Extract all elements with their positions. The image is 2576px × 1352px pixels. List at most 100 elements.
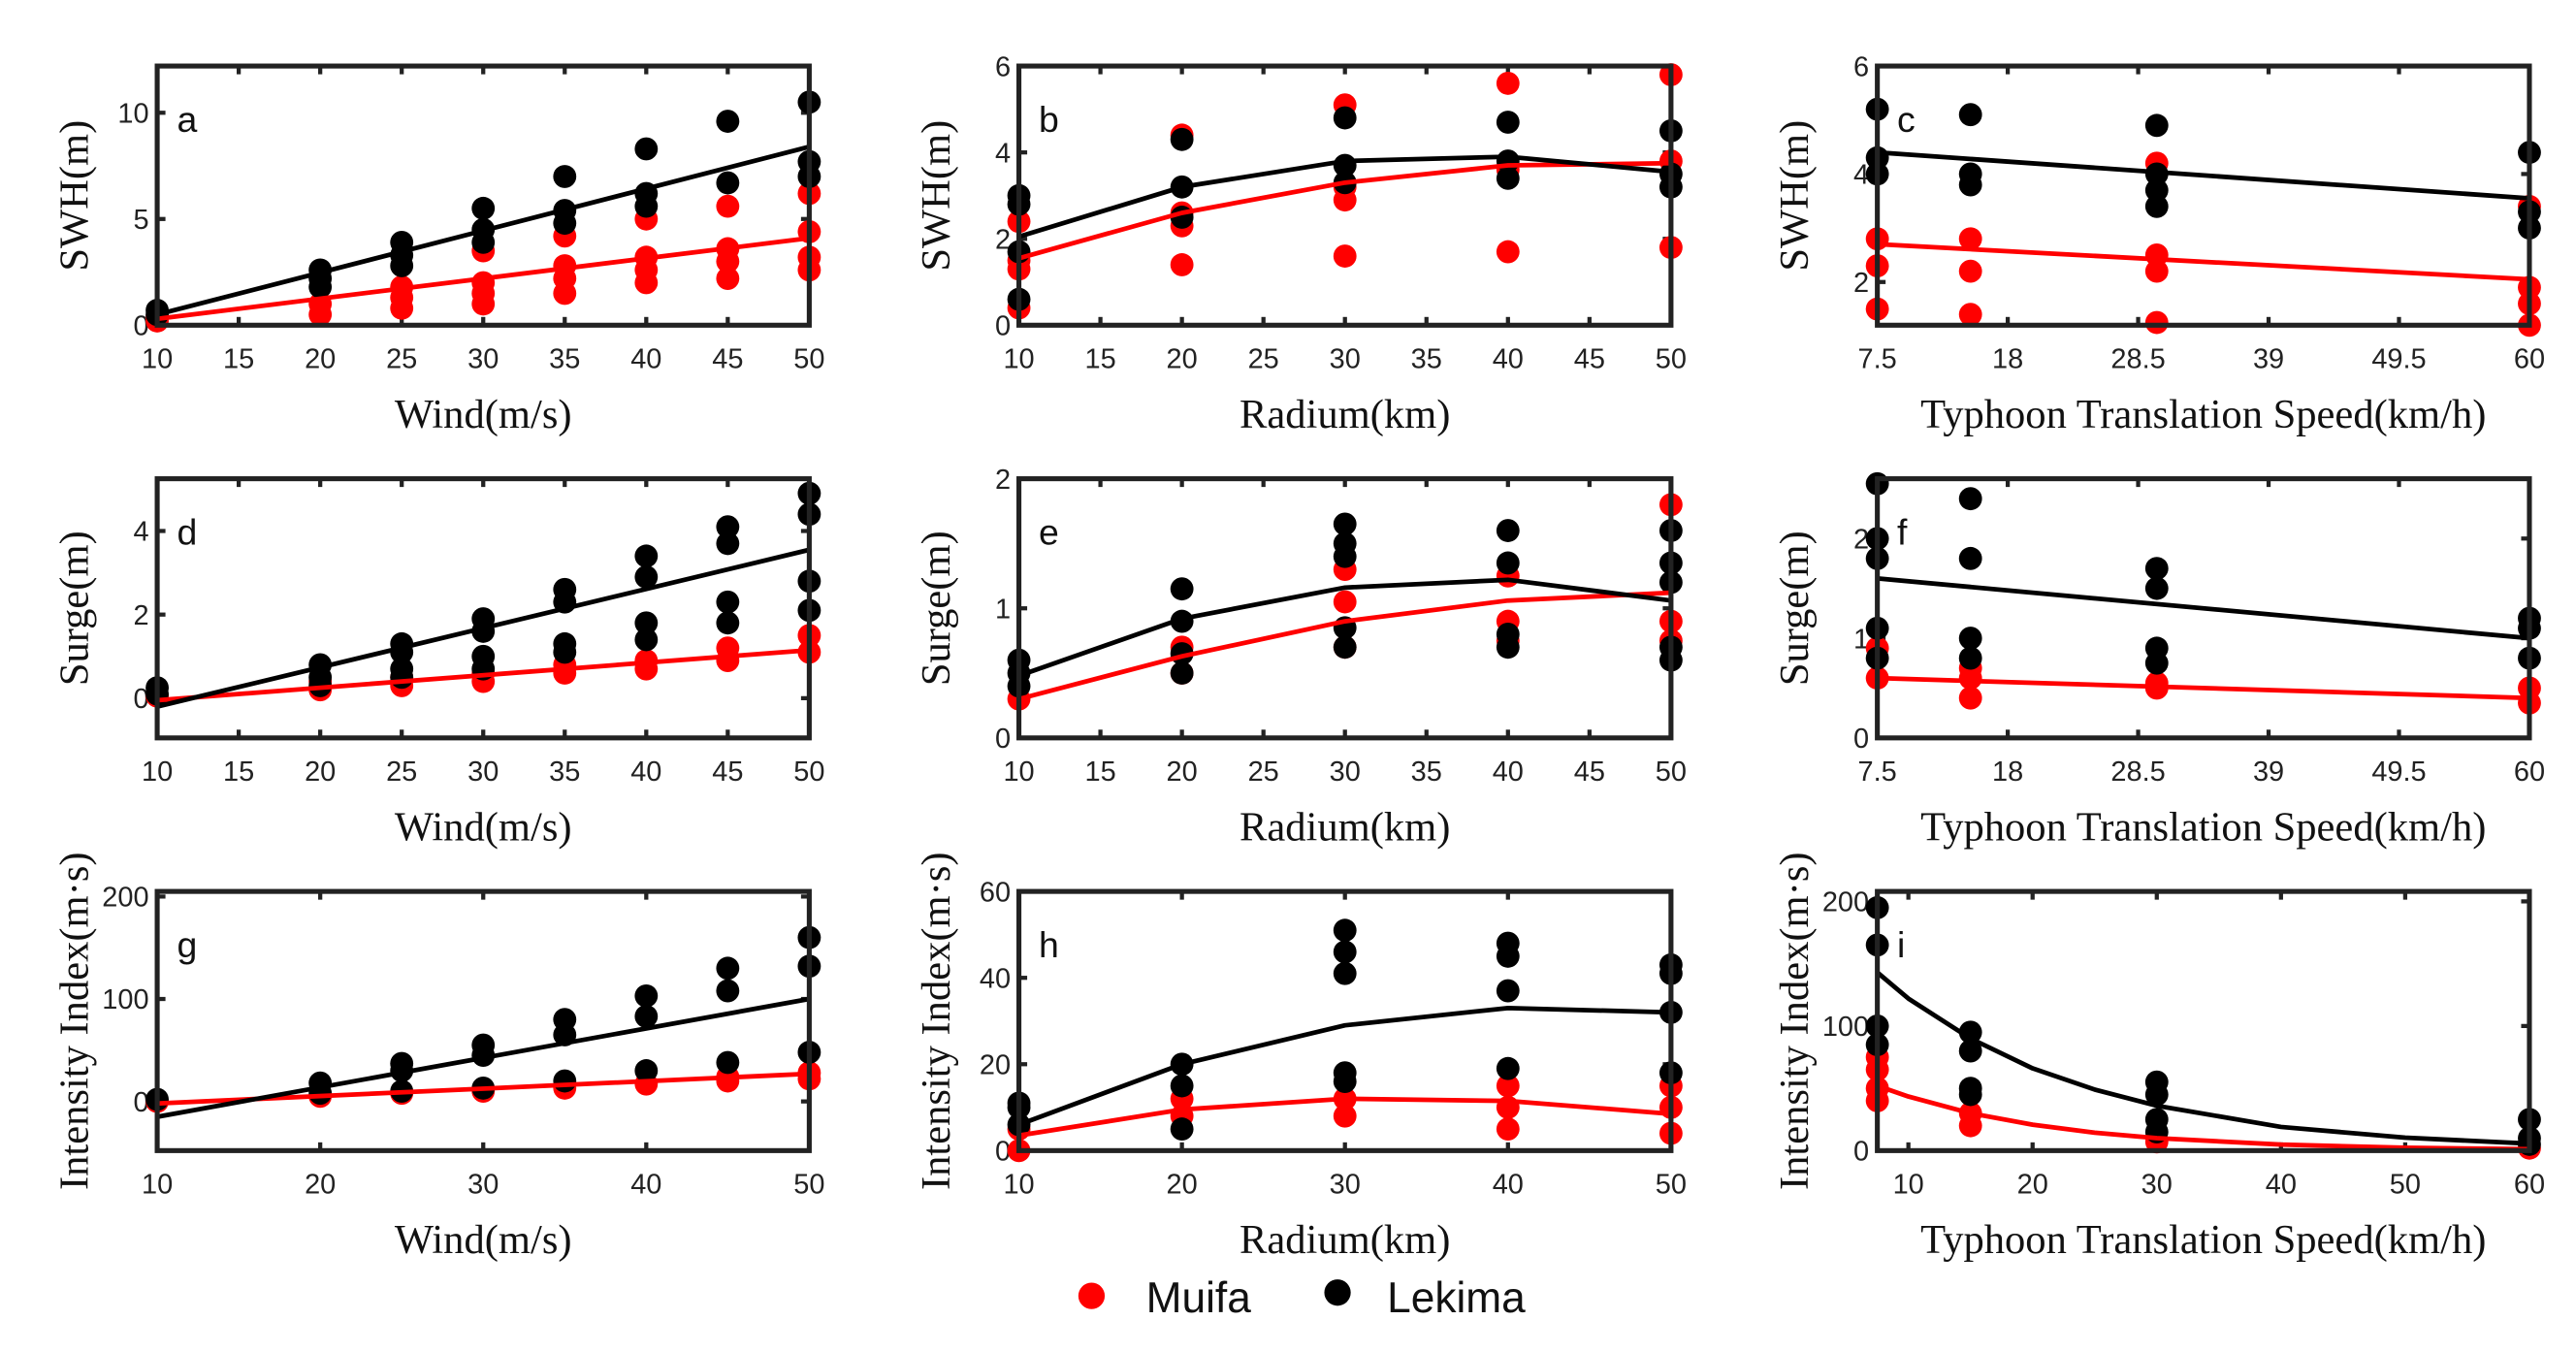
x-tick-label: 7.5	[1858, 756, 1897, 788]
x-axis-label: Wind(m/s)	[395, 1217, 572, 1263]
fit-line-muifa	[1017, 590, 1671, 702]
x-axis-label: Typhoon Translation Speed(km/h)	[1920, 392, 2486, 437]
point-lekima	[1496, 1056, 1520, 1080]
point-lekima	[716, 1050, 740, 1075]
point-muifa	[716, 267, 740, 291]
x-tick-label: 20	[1167, 1170, 1198, 1201]
point-lekima	[2144, 113, 2169, 138]
point-lekima	[634, 564, 659, 589]
x-tick-label: 45	[712, 756, 743, 788]
x-tick-label: 20	[1167, 756, 1198, 788]
x-tick-label: 50	[2390, 1170, 2421, 1201]
x-axis-label: Radium(km)	[1240, 392, 1450, 437]
fit-line-lekima	[156, 996, 810, 1119]
x-tick-label: 35	[1411, 344, 1442, 375]
y-tick-label: 200	[1822, 887, 1869, 918]
point-muifa	[1958, 686, 1982, 710]
x-tick-label: 40	[1493, 344, 1524, 375]
point-lekima	[1333, 635, 1357, 660]
point-muifa	[1958, 303, 1982, 327]
point-muifa	[1496, 240, 1520, 264]
point-muifa	[1496, 1117, 1520, 1141]
x-tick-label: 10	[1003, 1170, 1034, 1201]
x-tick-label: 50	[1656, 1170, 1687, 1201]
plot-frame	[1875, 888, 2532, 1153]
x-tick-label: 49.5	[2371, 344, 2426, 375]
x-axis-label: Radium(km)	[1240, 1217, 1450, 1263]
point-lekima	[1958, 162, 1982, 186]
y-tick-label: 6	[1853, 51, 1869, 82]
point-lekima	[553, 165, 577, 188]
panel-letter: c	[1897, 99, 1916, 140]
point-lekima	[390, 657, 414, 681]
y-tick-label: 20	[980, 1049, 1011, 1080]
x-tick-label: 15	[223, 756, 254, 788]
x-tick-label: 39	[2253, 756, 2284, 788]
y-tick-label: 2	[995, 465, 1011, 496]
plot-frame	[1875, 63, 2532, 328]
point-lekima	[1170, 661, 1194, 685]
point-lekima	[1496, 149, 1520, 173]
point-lekima	[1496, 519, 1520, 542]
y-tick-label: 4	[133, 517, 148, 548]
point-muifa	[1333, 1104, 1357, 1128]
point-lekima	[2144, 636, 2169, 660]
point-lekima	[716, 531, 740, 556]
plot-frame	[1016, 63, 1674, 328]
point-muifa	[1170, 253, 1194, 276]
point-lekima	[1333, 1061, 1357, 1085]
plot-frame	[1016, 888, 1674, 1153]
x-tick-label: 20	[305, 344, 336, 375]
x-tick-label: 40	[1493, 1170, 1524, 1201]
y-tick-label: 0	[1853, 724, 1869, 755]
point-lekima	[1333, 940, 1357, 964]
fit-line-muifa	[1877, 241, 2530, 282]
panel-b: 10 15 20 25 30 35 40 45 50 0 2 4 6b Radium(km) SWH(m)	[914, 51, 1687, 437]
x-tick-label: 50	[793, 756, 824, 788]
plot-frame	[154, 476, 812, 741]
point-lekima	[1958, 487, 1982, 511]
plot-frame	[1875, 476, 2532, 741]
point-lekima	[1496, 931, 1520, 955]
point-lekima	[716, 956, 740, 981]
y-tick-label: 0	[133, 311, 148, 342]
point-lekima	[471, 644, 496, 668]
point-lekima	[716, 590, 740, 614]
x-tick-label: 20	[2017, 1170, 2048, 1201]
plot-frame	[154, 888, 812, 1153]
plot-frame	[154, 63, 812, 328]
point-lekima	[1496, 111, 1520, 134]
y-axis-label: Intensity Index(m·s)	[1772, 852, 1818, 1190]
point-lekima	[1333, 531, 1357, 556]
point-lekima	[1333, 961, 1357, 985]
x-axis-label: Wind(m/s)	[395, 392, 572, 437]
point-lekima	[1170, 1117, 1194, 1141]
x-tick-label: 40	[630, 756, 661, 788]
point-muifa	[1958, 259, 1982, 283]
y-tick-label: 0	[995, 311, 1011, 342]
x-tick-label: 7.5	[1858, 344, 1897, 375]
point-lekima	[2144, 1070, 2169, 1094]
y-tick-label: 4	[995, 138, 1011, 169]
point-muifa	[553, 254, 577, 277]
fit-line-muifa	[1877, 675, 2530, 701]
x-tick-label: 60	[2514, 756, 2545, 788]
point-lekima	[471, 196, 496, 220]
y-tick-label: 0	[133, 684, 148, 715]
point-lekima	[716, 979, 740, 1003]
point-lekima	[1958, 1020, 1982, 1045]
y-tick-label: 2	[133, 600, 148, 631]
point-muifa	[1333, 244, 1357, 268]
x-tick-label: 30	[467, 344, 499, 375]
point-lekima	[1333, 106, 1357, 130]
x-tick-label: 30	[467, 1170, 499, 1201]
x-tick-label: 20	[305, 1170, 336, 1201]
fit-line-lekima	[1017, 577, 1672, 678]
x-tick-label: 10	[142, 344, 173, 375]
fit-line-lekima	[1017, 1005, 1671, 1127]
x-tick-label: 10	[1893, 1170, 1924, 1201]
x-tick-label: 30	[2141, 1170, 2173, 1201]
x-tick-label: 50	[793, 1170, 824, 1201]
point-muifa	[1496, 1074, 1520, 1098]
